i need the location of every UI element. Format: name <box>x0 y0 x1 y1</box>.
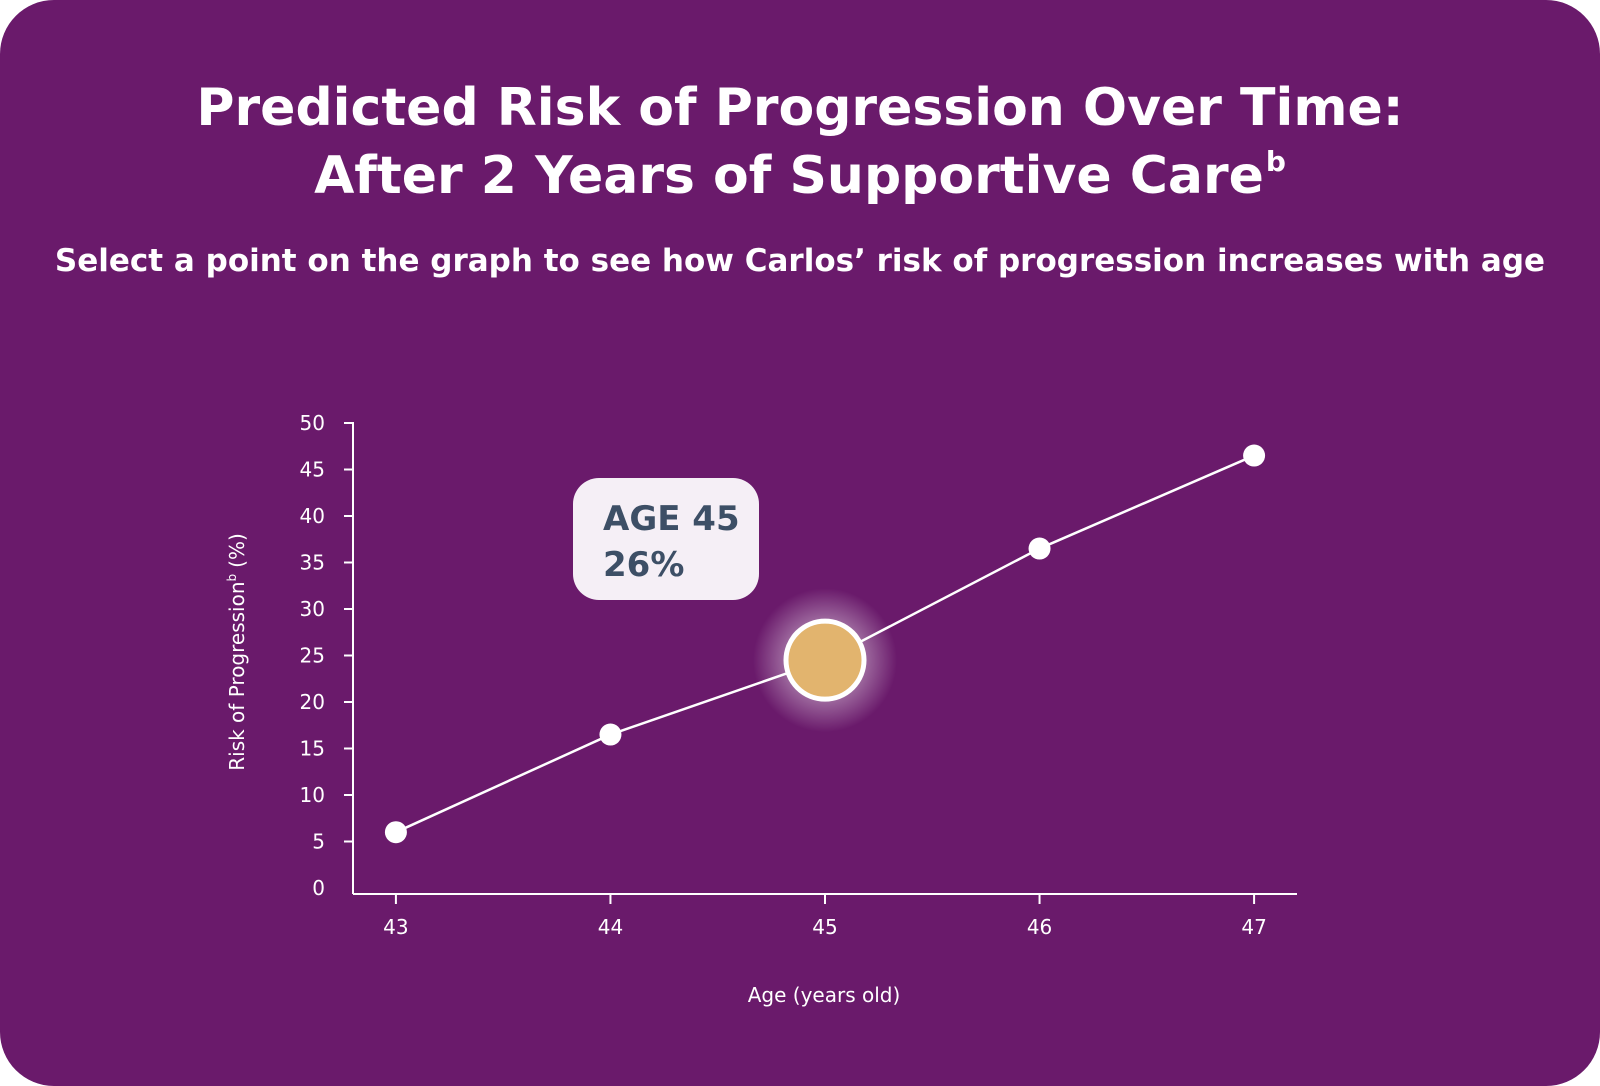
y-tick-label: 30 <box>300 597 325 621</box>
y-axis-label-footnote: b <box>225 574 239 582</box>
chart-instruction: Select a point on the graph to see how C… <box>54 243 1546 279</box>
y-tick-label: 20 <box>300 690 325 714</box>
data-point[interactable] <box>1028 537 1051 560</box>
y-axis-label-unit: (%) <box>225 533 249 568</box>
y-tick-label: 0 <box>312 876 325 900</box>
tooltip-value: 26% <box>603 545 685 585</box>
x-tick-label: 44 <box>598 915 623 939</box>
x-tick-label: 46 <box>1027 915 1052 939</box>
data-points[interactable] <box>384 444 1266 844</box>
x-tick-label: 45 <box>812 915 837 939</box>
selected-point-tooltip: AGE 45 26% <box>573 478 759 600</box>
x-tick-label: 43 <box>383 915 408 939</box>
y-axis-ticks: 0 5 10 15 20 25 30 35 40 45 50 <box>300 411 353 900</box>
y-tick-label: 45 <box>300 458 325 482</box>
x-axis-ticks: 43 44 45 46 47 <box>383 894 1267 939</box>
y-tick-label: 15 <box>300 737 325 761</box>
chart-title-text-1: Predicted Risk of Progression Over Time: <box>196 78 1404 138</box>
x-axis-label: Age (years old) <box>748 983 901 1007</box>
chart-title-line-1: Predicted Risk of Progression Over Time: <box>0 82 1600 134</box>
chart-title-text-2: After 2 Years of Supportive Care <box>314 146 1264 206</box>
data-point[interactable] <box>1243 444 1266 467</box>
y-tick-label: 25 <box>300 644 325 668</box>
chart-title-line-2: After 2 Years of Supportive Careb <box>0 148 1600 203</box>
data-point-selected[interactable] <box>783 618 867 702</box>
y-tick-label: 5 <box>312 830 325 854</box>
y-tick-label: 40 <box>300 504 325 528</box>
y-tick-label: 35 <box>300 551 325 575</box>
data-point[interactable] <box>599 723 622 746</box>
y-axis-label-text: Risk of Progression <box>225 581 249 770</box>
x-tick-label: 47 <box>1241 915 1266 939</box>
tooltip-age: AGE 45 <box>603 499 740 539</box>
title-footnote-marker: b <box>1265 145 1286 178</box>
y-tick-label: 10 <box>300 783 325 807</box>
y-axis-label: Risk of Progressionb (%) <box>225 533 249 771</box>
y-tick-label: 50 <box>300 411 325 435</box>
data-point[interactable] <box>384 821 407 844</box>
